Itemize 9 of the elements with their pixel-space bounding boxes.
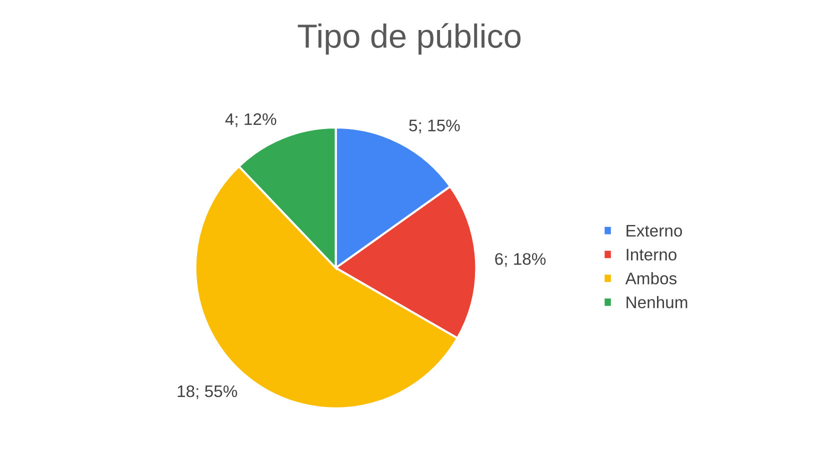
legend-label: Externo [626,225,682,237]
data-label: 6; 18% [495,253,546,267]
legend-label: Ambos [625,272,677,284]
data-label: 18; 55% [178,385,238,400]
chart-title: Tipo de público [298,23,521,55]
legend-label: Interno [626,248,676,260]
legend-label: Nenhum [626,296,688,308]
data-label: 4; 12% [225,113,276,128]
data-label: 5; 15% [409,120,460,134]
